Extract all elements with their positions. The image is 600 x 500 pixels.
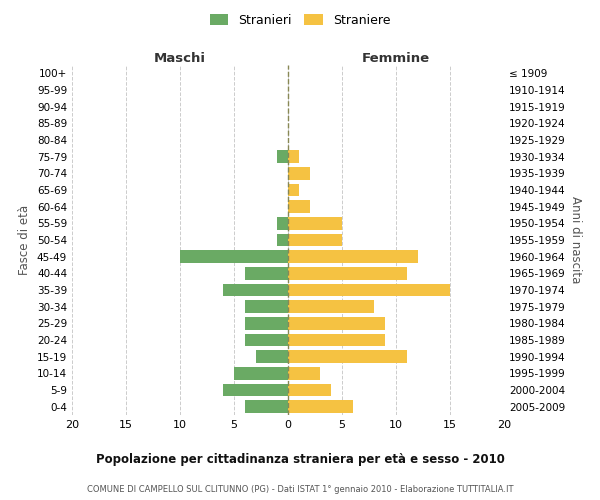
Text: Maschi: Maschi (154, 52, 206, 65)
Bar (277, 217, 288, 230)
Text: COMUNE DI CAMPELLO SUL CLITUNNO (PG) - Dati ISTAT 1° gennaio 2010 - Elaborazione: COMUNE DI CAMPELLO SUL CLITUNNO (PG) - D… (87, 485, 513, 494)
Bar (223, 284, 288, 296)
Bar (234, 367, 288, 380)
Bar (245, 267, 288, 280)
Bar (245, 334, 288, 346)
Bar (288, 217, 342, 230)
Bar (288, 267, 407, 280)
Bar (288, 300, 374, 313)
Bar (288, 367, 320, 380)
Bar (256, 350, 288, 363)
Bar (288, 250, 418, 263)
Bar (277, 150, 288, 163)
Bar (288, 400, 353, 413)
Bar (288, 334, 385, 346)
Bar (245, 300, 288, 313)
Bar (288, 384, 331, 396)
Text: Femmine: Femmine (362, 52, 430, 65)
Bar (288, 150, 299, 163)
Bar (277, 234, 288, 246)
Bar (245, 317, 288, 330)
Y-axis label: Fasce di età: Fasce di età (19, 205, 31, 275)
Bar (288, 234, 342, 246)
Bar (180, 250, 288, 263)
Bar (288, 317, 385, 330)
Bar (288, 200, 310, 213)
Bar (288, 184, 299, 196)
Bar (288, 167, 310, 179)
Bar (288, 350, 407, 363)
Text: Popolazione per cittadinanza straniera per età e sesso - 2010: Popolazione per cittadinanza straniera p… (95, 452, 505, 466)
Bar (223, 384, 288, 396)
Bar (288, 284, 450, 296)
Bar (245, 400, 288, 413)
Legend: Stranieri, Straniere: Stranieri, Straniere (205, 8, 395, 32)
Y-axis label: Anni di nascita: Anni di nascita (569, 196, 582, 284)
